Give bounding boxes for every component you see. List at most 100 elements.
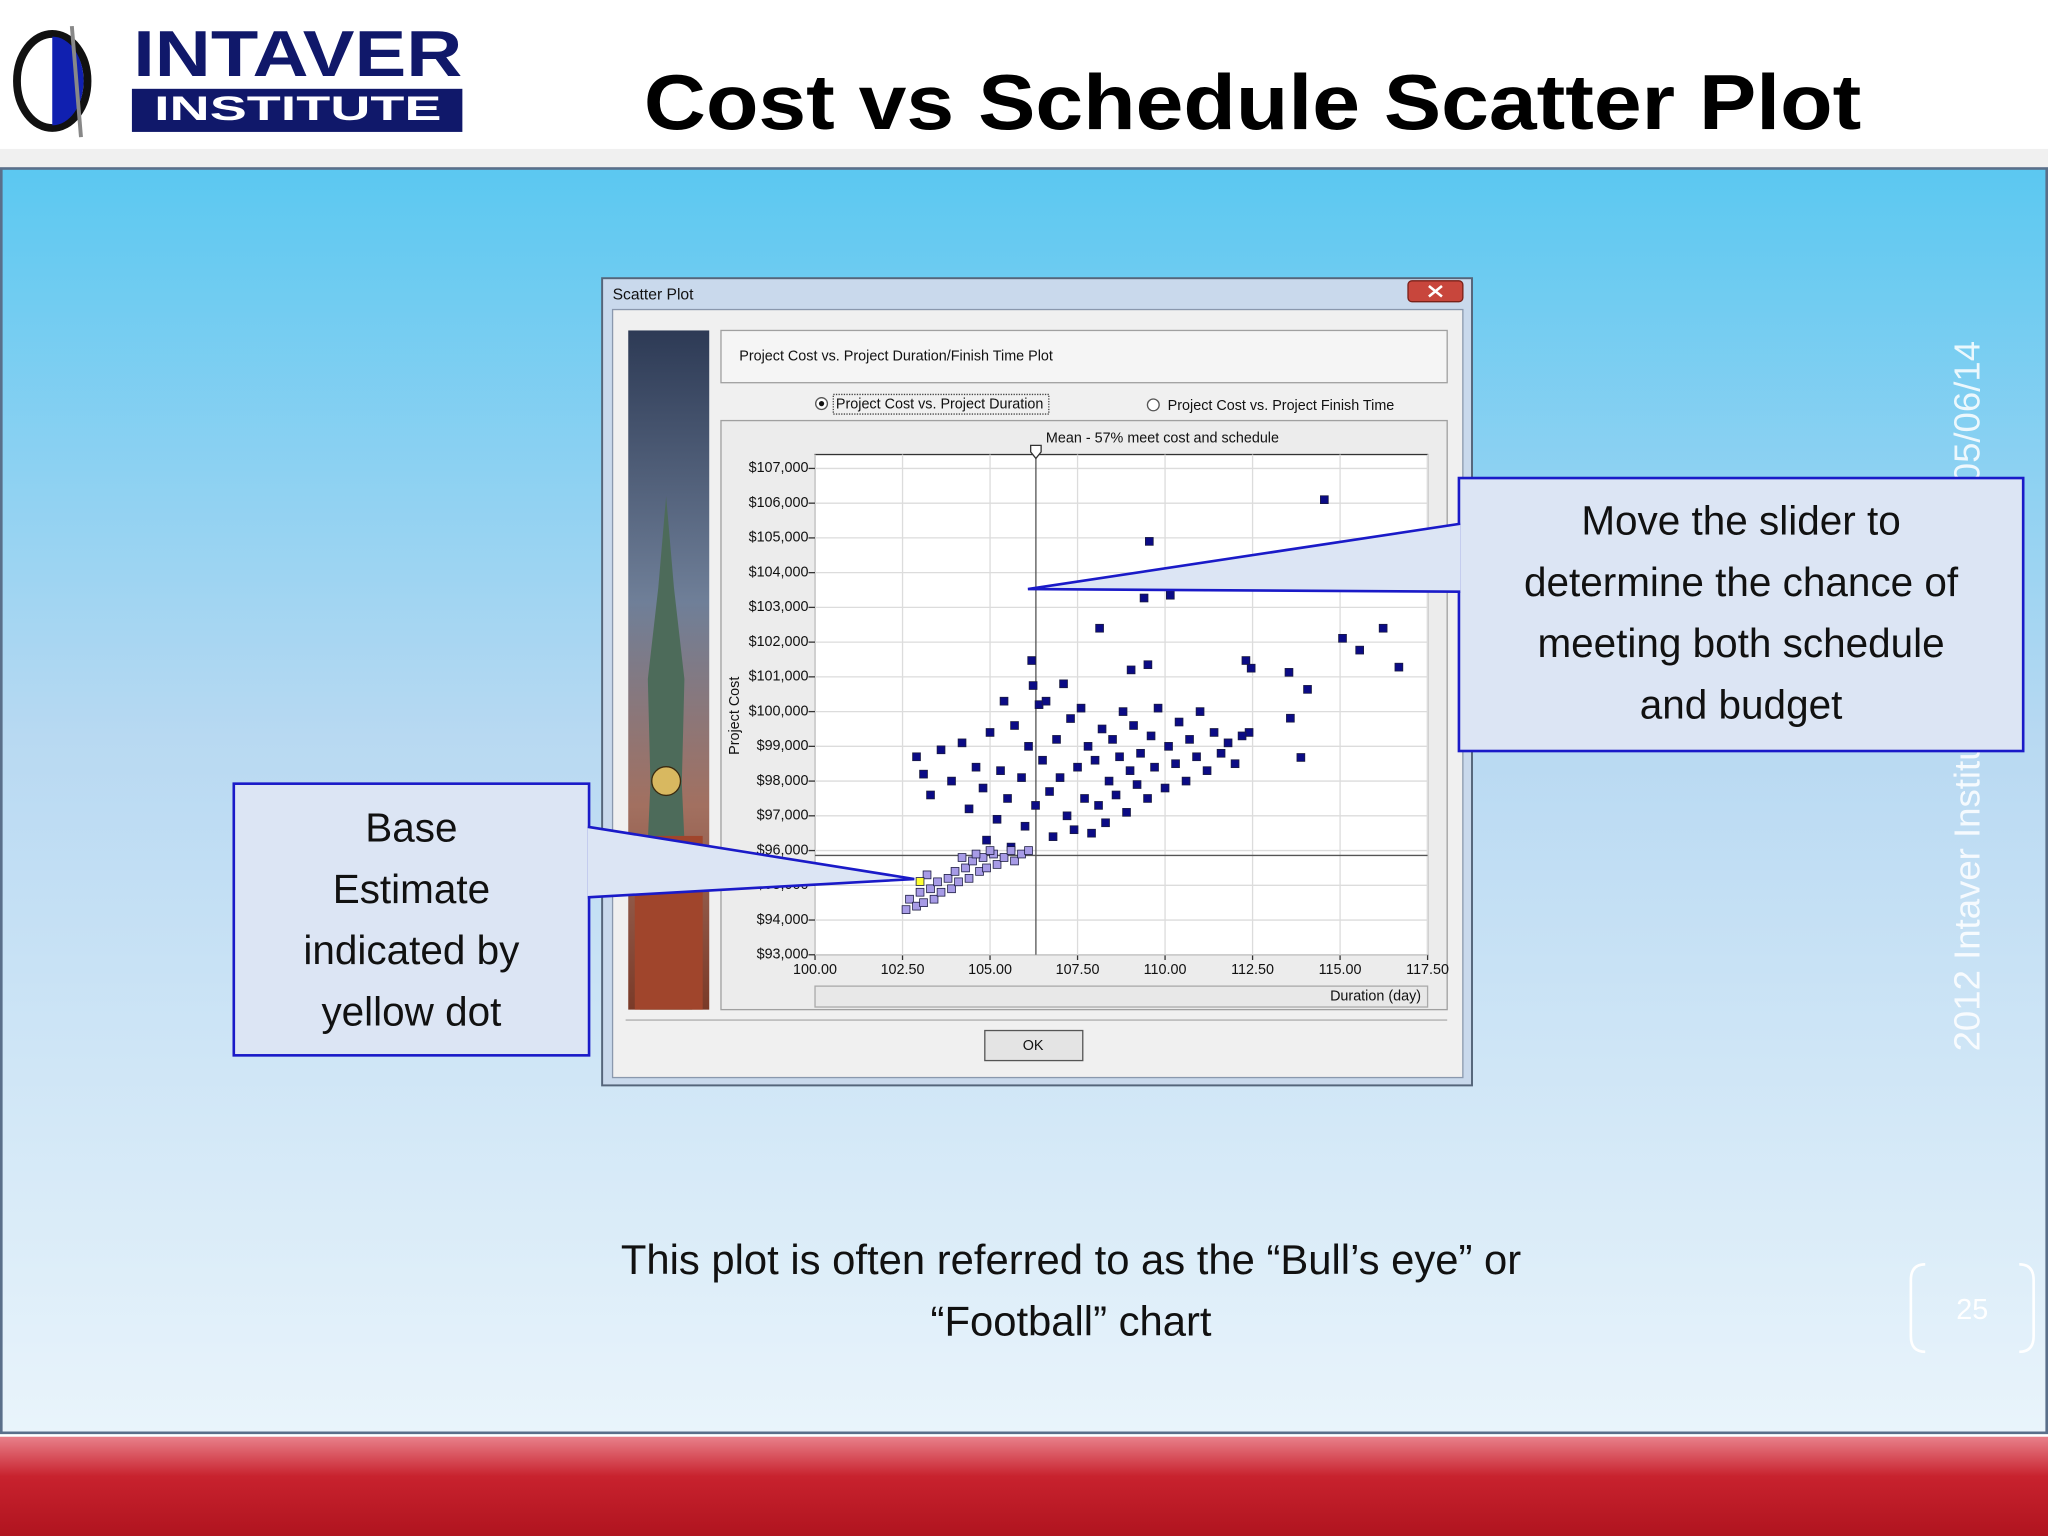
point: [1144, 537, 1154, 546]
y-tick-label: $98,000: [757, 773, 809, 789]
point: [1150, 762, 1159, 772]
point: [929, 894, 939, 904]
page-number: 25: [1956, 1294, 1988, 1326]
point: [1095, 623, 1104, 633]
point: [915, 887, 925, 897]
point: [1073, 762, 1082, 772]
logo-text: INTAVER: [133, 17, 462, 90]
point: [971, 762, 981, 772]
header-divider: [0, 148, 2048, 168]
point: [1125, 766, 1135, 775]
point: [1284, 668, 1294, 677]
y-tick-label: $105,000: [749, 530, 809, 546]
y-tick-label: $93,000: [757, 947, 809, 963]
y-tick-label: $97,000: [757, 808, 809, 824]
y-axis-label: Project Cost: [727, 677, 743, 755]
point: [1024, 846, 1033, 855]
caption: “Football” chart: [931, 1297, 1212, 1344]
point: [915, 877, 925, 886]
point: [1303, 685, 1312, 694]
point: [1181, 776, 1191, 786]
dialog-title: Scatter Plot: [613, 286, 695, 303]
point: [978, 783, 988, 793]
point: [1216, 748, 1226, 758]
point: [1296, 753, 1306, 762]
point: [964, 804, 974, 814]
point: [950, 867, 960, 876]
point: [1171, 759, 1180, 769]
dialog: Scatter Plot Project Cost vs. Project Du…: [601, 277, 1473, 1087]
point: [957, 853, 967, 862]
point: [1320, 495, 1329, 505]
point: [1108, 735, 1117, 744]
point: [1027, 656, 1037, 665]
point: [971, 849, 981, 859]
point: [1094, 801, 1103, 810]
x-axis-label: Duration (day): [1330, 988, 1421, 1004]
ok-button[interactable]: [984, 1029, 1084, 1062]
y-tick-label: $99,000: [757, 738, 809, 754]
point: [1223, 738, 1233, 748]
point: [1066, 714, 1075, 723]
point: [999, 853, 1009, 862]
point: [1195, 707, 1205, 716]
callout-text: yellow dot: [321, 989, 501, 1035]
point: [901, 905, 911, 914]
point: [922, 870, 932, 880]
radio[interactable]: [1146, 398, 1160, 412]
point: [919, 769, 928, 779]
point: [1097, 724, 1107, 734]
point: [957, 738, 967, 748]
point: [1010, 721, 1019, 730]
point: [1031, 801, 1040, 810]
point: [1020, 821, 1030, 831]
point: [1246, 663, 1256, 673]
point: [1062, 811, 1072, 821]
page-number-box: [1909, 1263, 2035, 1354]
point: [1041, 696, 1051, 706]
point: [996, 766, 1005, 775]
plot: 100.00 102.50 105.00 107.50 110.00 112.50 115.…: [749, 444, 1449, 978]
x-tick-label: 115.00: [1319, 962, 1362, 978]
point: [1003, 794, 1012, 803]
y-tick-label: $107,000: [749, 460, 809, 476]
point: [1083, 742, 1093, 751]
radio-label[interactable]: Project Cost vs. Project Duration: [836, 397, 1044, 413]
point: [1394, 662, 1404, 672]
footer-band: [0, 1436, 2048, 1536]
point: [1122, 808, 1131, 817]
point: [933, 877, 942, 887]
point: [1115, 752, 1124, 762]
point: [1185, 735, 1194, 744]
point: [954, 877, 963, 887]
callout-text: meeting both schedule: [1537, 620, 1944, 666]
copyright: 2012 Intaver Institute: [1946, 710, 1987, 1051]
point: [1192, 752, 1201, 762]
point: [1104, 776, 1114, 786]
point: [1237, 731, 1247, 741]
point: [1101, 818, 1110, 828]
point: [1164, 742, 1173, 751]
ok-label[interactable]: OK: [1023, 1038, 1044, 1054]
point: [1080, 794, 1089, 803]
y-tick-label: $101,000: [749, 669, 809, 685]
point: [982, 863, 991, 873]
logo: INTAVER INSTITUTE: [13, 17, 463, 138]
point: [1052, 735, 1061, 744]
radio-label[interactable]: Project Cost vs. Project Finish Time: [1168, 398, 1395, 414]
callout-text: indicated by: [303, 927, 520, 973]
y-tick-label: $94,000: [757, 912, 809, 928]
point: [1160, 783, 1170, 793]
point: [936, 745, 946, 755]
point: [947, 884, 956, 894]
point: [992, 814, 1002, 824]
callout-text: Move the slider to: [1581, 497, 1900, 543]
callout-text: determine the chance of: [1524, 559, 1959, 605]
point: [985, 846, 995, 855]
point: [1153, 703, 1163, 713]
y-tick-label: $102,000: [749, 634, 809, 650]
chart-annotation: Mean - 57% meet cost and schedule: [1046, 431, 1279, 447]
point: [936, 887, 946, 897]
point: [1118, 707, 1128, 716]
y-tick-label: $103,000: [749, 599, 809, 615]
